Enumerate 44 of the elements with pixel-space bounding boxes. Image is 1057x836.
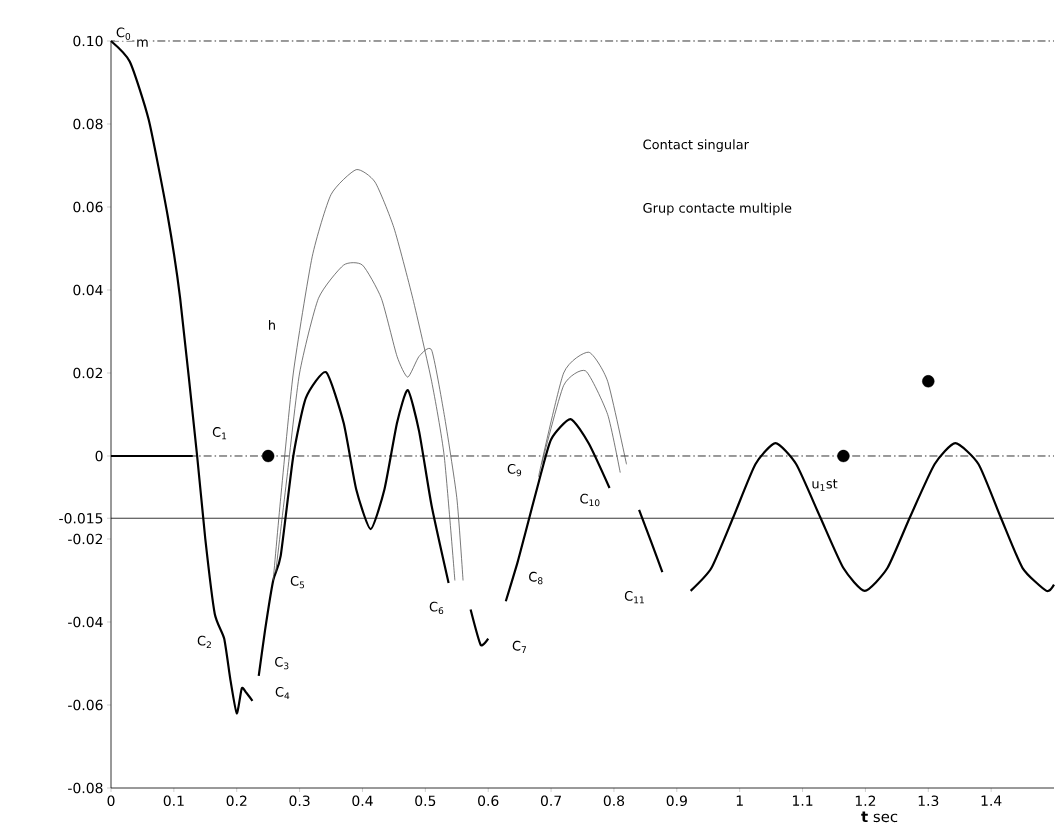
- x-tick-label: 0.9: [666, 795, 687, 807]
- y-tick-label: -0.02: [68, 533, 103, 545]
- x-axis-title: t sec: [861, 811, 898, 823]
- annotation: C$_{4}$: [275, 686, 290, 700]
- x-tick-label: 0.8: [603, 795, 625, 807]
- y-tick-label: 0.06: [73, 201, 103, 213]
- annotation: C$_{2}$: [197, 635, 211, 649]
- x-tick-label: 0: [107, 795, 115, 807]
- annotation: C$_{11}$: [624, 591, 644, 604]
- annotation: C$_{0}$: [116, 27, 131, 40]
- annotation: Contact singular: [643, 139, 749, 152]
- y-tick-label: -0.08: [68, 782, 103, 794]
- annotation: C$_{5}$: [290, 576, 305, 589]
- annotation: C$_{10}$: [580, 493, 600, 507]
- annotation: C$_{7}$: [512, 640, 527, 653]
- x-tick-label: 1.1: [792, 795, 813, 806]
- x-tick-label: 0.2: [226, 795, 247, 807]
- y-tick-label: -0.06: [68, 699, 103, 711]
- annotation: C$_{1}$: [212, 427, 227, 440]
- y-tick-label: 0.04: [73, 284, 103, 296]
- y-tick-label: 0.02: [73, 367, 103, 379]
- annotation: Grup contacte multiple: [643, 202, 792, 216]
- y-tick-label: -0.015: [59, 512, 103, 524]
- annotation: h: [269, 319, 275, 330]
- y-tick-label: -0.04: [68, 616, 103, 628]
- x-tick-label: 0.3: [289, 795, 310, 807]
- y-tick-label: 0.08: [73, 118, 103, 130]
- annotation: C$_{9}$: [507, 463, 522, 477]
- x-tick-label: 1.3: [918, 795, 939, 807]
- annotation: C$_{6}$: [429, 601, 444, 615]
- annotation: m: [137, 39, 148, 47]
- x-tick-label: 0.4: [352, 795, 373, 807]
- x-tick-label: 0.1: [163, 795, 184, 807]
- annotation: C$_{3}$: [275, 656, 289, 670]
- y-tick-label: 0.10: [73, 35, 103, 47]
- x-tick-label: 1.2: [855, 795, 876, 806]
- x-tick-label: 0.5: [415, 795, 436, 807]
- x-tick-label: 1: [736, 795, 743, 806]
- x-tick-label: 0.6: [478, 795, 499, 807]
- x-tick-label: 0.7: [540, 795, 561, 807]
- annotation: u$_{1}$st: [812, 479, 838, 491]
- x-tick-label: 1.4: [981, 795, 1002, 806]
- y-tick-label: 0: [95, 450, 103, 462]
- annotation: C$_{8}$: [529, 571, 543, 585]
